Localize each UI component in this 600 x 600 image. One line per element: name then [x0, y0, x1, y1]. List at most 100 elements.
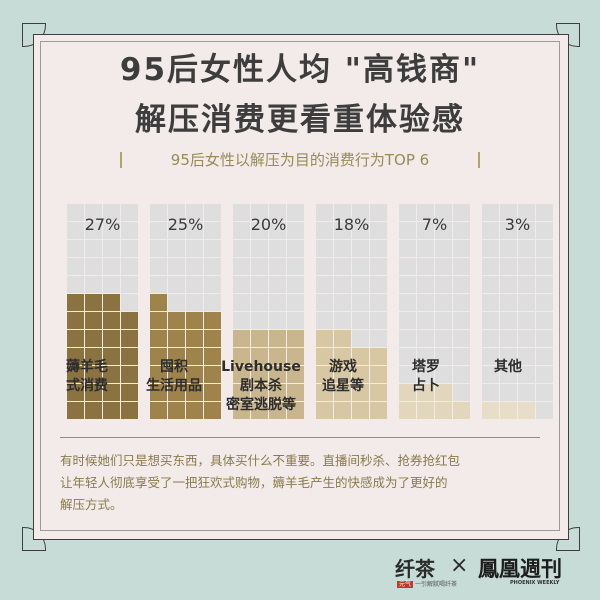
bar-cell-filled: [85, 348, 102, 365]
bar-cell-filled: [103, 312, 120, 329]
bar-cell-filled: [150, 312, 167, 329]
bar-cell-empty: [233, 222, 250, 239]
bar-cell-filled: [150, 294, 167, 311]
bar-cell-empty: [316, 240, 333, 257]
bar-cell-empty: [482, 276, 499, 293]
bar-cell-filled: [204, 384, 221, 401]
bar-cell-filled: [186, 384, 203, 401]
category-label: 囤积 生活用品: [146, 359, 202, 394]
bar-cell-filled: [186, 402, 203, 419]
bar-cell-empty: [67, 222, 84, 239]
bar-cell-empty: [399, 222, 416, 239]
bar-cell-filled: [500, 402, 517, 419]
bar-cell-empty: [435, 312, 452, 329]
bar-cell-filled: [85, 366, 102, 383]
bar-cell-empty: [168, 258, 185, 275]
bar-cell-empty: [500, 222, 517, 239]
bar-cell-filled: [168, 402, 185, 419]
bar-cell-filled: [316, 402, 333, 419]
bar-cell-empty: [435, 204, 452, 221]
bar-cell-filled: [334, 402, 351, 419]
bar-cell-empty: [536, 312, 553, 329]
bar-cell-empty: [435, 366, 452, 383]
bar-cell-filled: [204, 366, 221, 383]
bar-cell-filled: [399, 402, 416, 419]
bar-cell-filled: [269, 366, 286, 383]
bar-cell-empty: [536, 294, 553, 311]
bar-cell-filled: [251, 402, 268, 419]
bar-cell-empty: [482, 384, 499, 401]
bar-cell-empty: [121, 222, 138, 239]
bar-cell-empty: [518, 276, 535, 293]
bar-cell-filled: [150, 384, 167, 401]
bar-cell-empty: [233, 240, 250, 257]
bar-cell-empty: [67, 258, 84, 275]
page-title-line1: 95后女性人均 "高钱商": [119, 52, 481, 88]
bar-cell-filled: [233, 402, 250, 419]
bar-cell-filled: [352, 402, 369, 419]
bar-cell-filled: [251, 348, 268, 365]
bar-cell-empty: [482, 312, 499, 329]
bar-cell-empty: [399, 330, 416, 347]
bar-cell-filled: [121, 330, 138, 347]
bar-cell-empty: [482, 348, 499, 365]
bar-cell-filled: [233, 330, 250, 347]
bar-cell-empty: [334, 204, 351, 221]
bar-cell-empty: [316, 258, 333, 275]
bar-cell-filled: [85, 312, 102, 329]
bar-cell-empty: [287, 222, 304, 239]
bar-cell-filled: [233, 366, 250, 383]
bar-cell-empty: [204, 204, 221, 221]
bar-cell-empty: [316, 204, 333, 221]
bar-cell-empty: [316, 294, 333, 311]
bar-cell-filled: [417, 402, 434, 419]
bar-cell-filled: [67, 330, 84, 347]
bar-cell-empty: [536, 402, 553, 419]
bar-value-label: 20%: [251, 215, 287, 234]
qiancha-logo-subtitle: 元气 一引解腻喝纤茶: [397, 579, 457, 588]
bar-cell-empty: [352, 204, 369, 221]
bar-cell-filled: [370, 384, 387, 401]
bar-cell-filled: [334, 384, 351, 401]
bar-cell-empty: [103, 204, 120, 221]
bar-cell-filled: [186, 330, 203, 347]
bar-cell-empty: [518, 294, 535, 311]
bar-cell-filled: [269, 330, 286, 347]
bar-cell-empty: [482, 240, 499, 257]
bar-cell-empty: [399, 276, 416, 293]
bar-cell-filled: [67, 312, 84, 329]
bar-cell-empty: [435, 240, 452, 257]
bar-cell-filled: [334, 348, 351, 365]
bar-cell-empty: [150, 276, 167, 293]
bar-cell-empty: [121, 294, 138, 311]
bar-cell-empty: [453, 276, 470, 293]
bar-cell-filled: [370, 366, 387, 383]
bar-cell-empty: [67, 204, 84, 221]
bar-cell-filled: [121, 348, 138, 365]
qiancha-logo-tag: 元气: [397, 581, 414, 588]
bar-cell-empty: [204, 240, 221, 257]
bar-cell-empty: [518, 258, 535, 275]
bar-cell-filled: [518, 402, 535, 419]
bar-cell-filled: [287, 348, 304, 365]
bar-cell-empty: [518, 204, 535, 221]
bar-cell-filled: [399, 384, 416, 401]
bar-cell-filled: [121, 312, 138, 329]
note-line: 有时候她们只是想买东西，具体买什么不重要。直播间秒杀、抢券抢红包: [60, 453, 461, 468]
bar-cell-empty: [168, 240, 185, 257]
bar-cell-filled: [67, 384, 84, 401]
bar-cell-empty: [453, 204, 470, 221]
bar-cell-filled: [150, 330, 167, 347]
bar-cell-empty: [518, 240, 535, 257]
bar-cell-filled: [67, 294, 84, 311]
bar-cell-empty: [269, 258, 286, 275]
bar-cell-empty: [233, 294, 250, 311]
bar-cell-empty: [536, 204, 553, 221]
bar-cell-filled: [482, 402, 499, 419]
bar-cell-filled: [103, 384, 120, 401]
chart-subtitle: 95后女性以解压为目的消费行为TOP 6: [120, 148, 480, 172]
bar-cell-empty: [518, 330, 535, 347]
bar-cell-filled: [103, 366, 120, 383]
bar-cell-empty: [269, 222, 286, 239]
